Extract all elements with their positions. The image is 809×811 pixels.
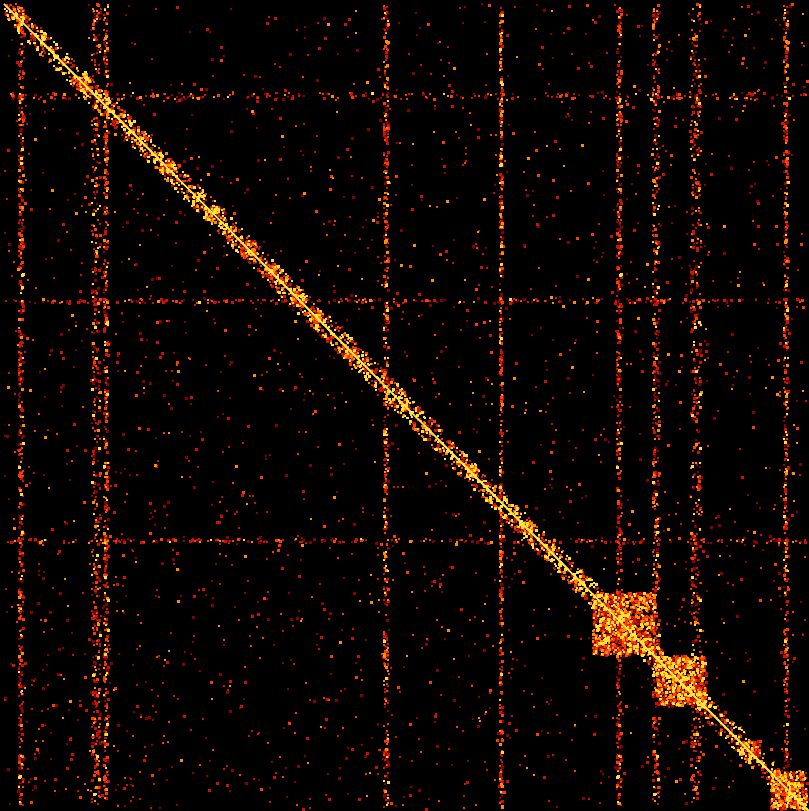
diagonal [3,3,809,811]
